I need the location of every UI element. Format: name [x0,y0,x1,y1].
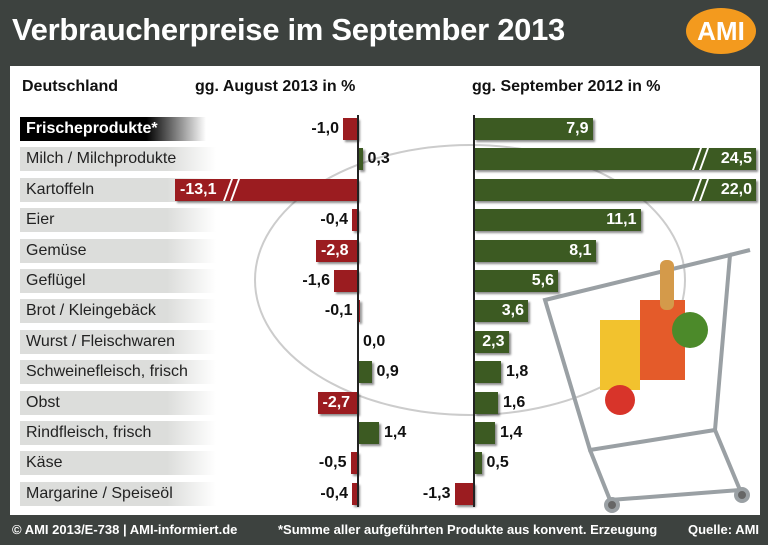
data-label: 1,6 [503,393,526,411]
axis-line-right [473,115,475,507]
data-label: 0,3 [367,150,390,168]
bar-aug2013 [316,239,358,262]
data-label: -1,3 [422,484,451,502]
bar-aug2013 [175,178,358,201]
shopping-cart-icon [542,248,751,513]
ami-logo: AMI [686,8,756,54]
data-label: 1,8 [506,363,529,381]
series-1-header: gg. August 2013 in % [195,78,356,95]
bar-sep2012 [474,239,596,262]
data-label: -1,6 [302,272,330,289]
bar-aug2013 [317,391,358,414]
category-label: Milch / Milchprodukte [20,147,216,172]
category-label: Rindfleisch, frisch [20,421,216,445]
data-label: 5,6 [531,272,554,289]
bar-sep2012 [474,178,756,201]
data-label: 0,5 [486,454,509,472]
data-label: -2,8 [321,241,349,259]
bar-sep2012 [474,300,528,323]
groceries-icon [600,260,708,415]
data-label: 2,3 [482,332,505,350]
page-title: Verbraucherpreise im September 2013 [12,12,565,47]
data-label: -2,7 [322,393,351,411]
bar-sep2012 [474,270,558,292]
category-label: Frischeprodukte* [20,117,206,141]
footer-copyright: © AMI 2013/E-738 | AMI-informiert.de [12,522,238,537]
bar-sep2012 [474,452,482,475]
data-label: -0,4 [320,211,348,229]
watermark-icon [254,144,686,416]
bar-sep2012 [474,391,498,414]
category-label: Käse [20,451,216,476]
bar-aug2013 [343,118,358,140]
category-label: Geflügel [20,269,216,293]
data-label: 0,9 [376,363,399,381]
data-label: 22,0 [720,180,752,198]
data-label: -1,0 [311,120,339,137]
data-label: -0,4 [320,484,348,502]
data-label: -0,1 [324,302,353,320]
category-label: Wurst / Fleischwaren [20,329,216,354]
axis-line-left [357,115,359,507]
data-label: -0,5 [318,454,347,472]
bar-aug2013 [358,422,379,444]
row-header: Deutschland [22,78,119,95]
category-label: Schweinefleisch, frisch [20,360,216,385]
data-label: 11,1 [606,211,637,229]
bar-sep2012 [474,422,495,444]
data-label: 1,4 [384,424,407,441]
bar-sep2012 [454,482,474,505]
data-label: 1,4 [500,424,523,441]
data-label: 3,6 [501,302,524,320]
footer-source: Quelle: AMI [688,522,760,537]
bar-sep2012 [474,118,593,140]
bar-aug2013 [334,270,358,292]
bar-aug2013 [352,482,358,505]
data-label: -13,1 [180,180,217,198]
footer-note: *Summe aller aufgeführten Produkte aus k… [278,522,658,537]
category-label: Eier [20,208,216,233]
bar-aug2013 [358,361,372,384]
category-label: Gemüse [20,238,216,263]
bar-sep2012 [474,209,641,232]
bar-sep2012 [474,148,756,171]
category-label: Obst [20,390,216,415]
data-label: 8,1 [569,241,592,259]
series-2-header: gg. September 2012 in % [472,78,661,95]
bar-sep2012 [474,361,501,384]
category-label: Brot / Kleingebäck [20,299,216,324]
bar-aug2013 [350,452,358,475]
bar-aug2013 [352,209,358,232]
bar-aug2013 [358,148,363,171]
data-label: 7,9 [566,120,589,137]
data-label: 24,5 [720,150,752,168]
bar-sep2012 [474,330,509,353]
data-label: 0,0 [363,332,386,350]
category-label: Margarine / Speiseöl [20,481,216,506]
